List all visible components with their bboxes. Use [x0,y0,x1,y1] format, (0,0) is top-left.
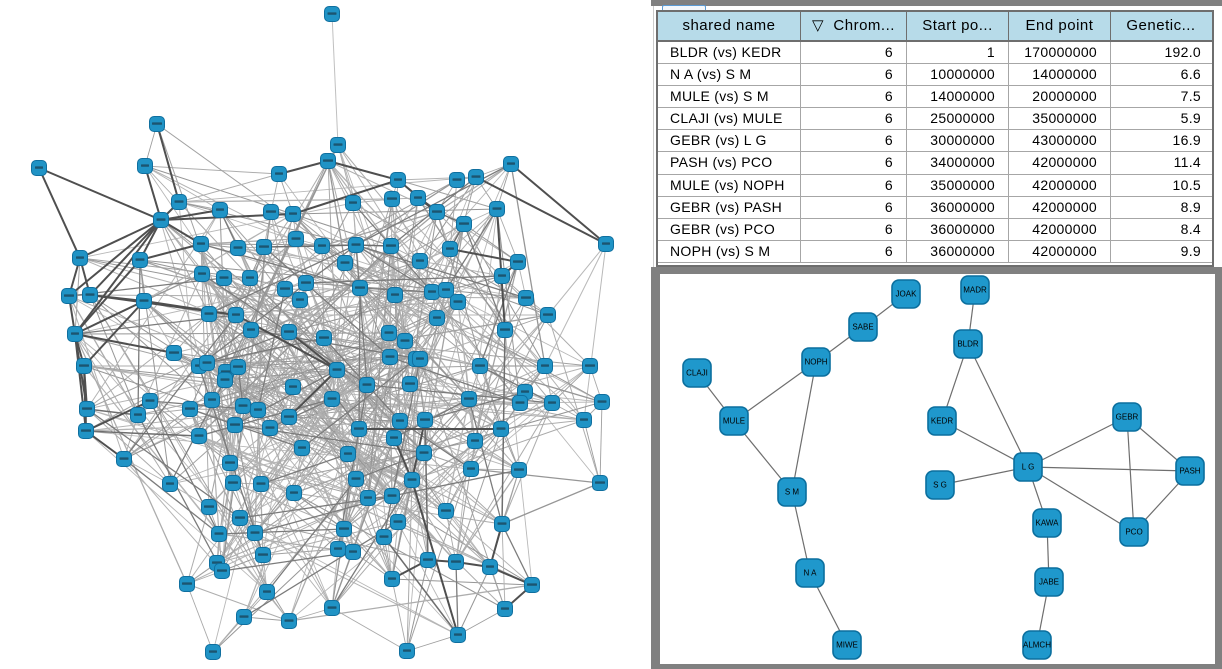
svg-text:CLAJI: CLAJI [686,369,708,378]
svg-text:KEDR: KEDR [931,417,953,426]
svg-text:PASH: PASH [1179,467,1200,476]
svg-text:SABE: SABE [852,323,873,332]
svg-text:JABE: JABE [1039,578,1059,587]
svg-text:KAWA: KAWA [1036,519,1060,528]
svg-text:L G: L G [1022,463,1035,472]
svg-text:PCO: PCO [1125,528,1142,537]
svg-text:MULE: MULE [723,417,745,426]
svg-text:S G: S G [933,481,947,490]
svg-text:BLDR: BLDR [957,340,979,349]
svg-text:MADR: MADR [963,286,987,295]
svg-text:MIWE: MIWE [836,641,858,650]
svg-text:ALMCH: ALMCH [1023,641,1051,650]
svg-text:NOPH: NOPH [804,358,827,367]
svg-text:S M: S M [785,488,800,497]
svg-text:GEBR: GEBR [1116,413,1139,422]
svg-text:N A: N A [804,569,818,578]
svg-text:JOAK: JOAK [896,290,918,299]
